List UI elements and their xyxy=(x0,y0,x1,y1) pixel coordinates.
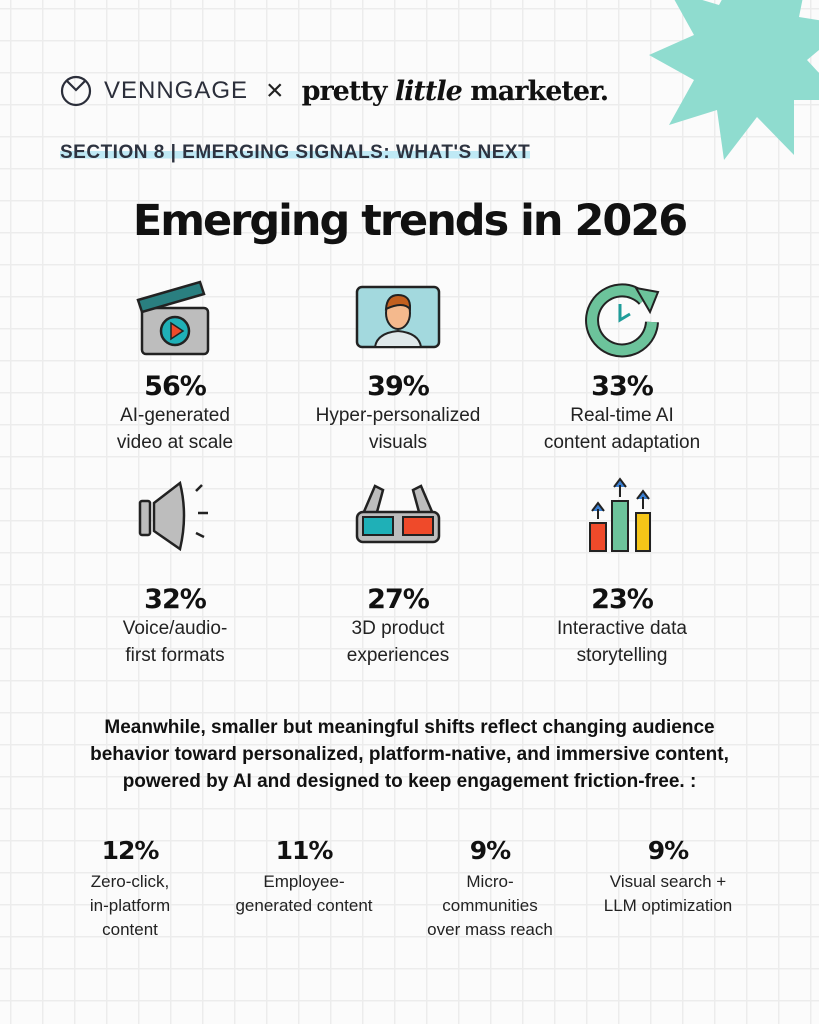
trend-item: 33% Real-time AI content adaptation xyxy=(512,278,732,456)
trend-item: 27% 3D product experiences xyxy=(288,475,508,669)
venngage-wordmark: VENNGAGE xyxy=(104,77,249,104)
collab-separator: × xyxy=(266,74,284,107)
trend-item: 39% Hyper-personalized visuals xyxy=(288,278,508,456)
3d-glasses-icon xyxy=(355,484,441,544)
pretty-little-marketer-wordmark: pretty little marketer. xyxy=(301,75,610,107)
shift-item: 11% Employee-generated content xyxy=(214,836,394,918)
shift-label: Employee-generated content xyxy=(235,872,373,915)
shift-label: Zero-click, in-platform content xyxy=(89,872,171,939)
starburst-decoration xyxy=(649,0,819,160)
shift-percent: 12% xyxy=(101,836,160,865)
section-label: SECTION 8 | EMERGING SIGNALS: WHAT'S NEX… xyxy=(60,142,531,164)
trend-label: Real-time AI content adaptation xyxy=(543,405,701,453)
shift-item: 12% Zero-click, in-platform content xyxy=(40,836,220,942)
shift-percent: 11% xyxy=(275,836,334,865)
shift-item: 9% Micro-communities over mass reach xyxy=(400,836,580,942)
bar-chart-arrows-icon xyxy=(589,477,651,552)
trend-percent: 23% xyxy=(591,584,654,615)
trend-percent: 27% xyxy=(367,584,430,615)
trend-label: Hyper-personalized visuals xyxy=(315,405,481,453)
clapperboard-icon xyxy=(136,280,210,356)
trend-item: 56% AI-generated video at scale xyxy=(65,278,285,456)
trend-item: 32% Voice/audio-first formats xyxy=(65,475,285,669)
clock-refresh-icon xyxy=(585,283,660,358)
person-portrait-icon xyxy=(355,285,441,349)
trend-label: Voice/audio-first formats xyxy=(122,618,228,666)
trend-percent: 39% xyxy=(367,371,430,402)
trend-percent: 32% xyxy=(144,584,207,615)
summary-paragraph: Meanwhile, smaller but meaningful shifts… xyxy=(90,717,729,792)
trend-item: 23% Interactive data storytelling xyxy=(512,475,732,669)
shift-label: Micro-communities over mass reach xyxy=(427,872,553,939)
brand-header: VENNGAGE × pretty little marketer. xyxy=(60,74,610,108)
venngage-logo-icon xyxy=(60,75,92,107)
shift-item: 9% Visual search + LLM optimization xyxy=(578,836,758,918)
trend-label: Interactive data storytelling xyxy=(557,618,687,666)
trend-percent: 33% xyxy=(591,371,654,402)
trend-label: AI-generated video at scale xyxy=(116,405,234,453)
shift-label: Visual search + LLM optimization xyxy=(603,872,733,915)
trend-label: 3D product experiences xyxy=(346,618,450,666)
shift-percent: 9% xyxy=(647,836,689,865)
trend-percent: 56% xyxy=(144,371,207,402)
megaphone-icon xyxy=(138,480,208,552)
page-title: Emerging trends in 2026 xyxy=(132,196,688,246)
shift-percent: 9% xyxy=(469,836,511,865)
